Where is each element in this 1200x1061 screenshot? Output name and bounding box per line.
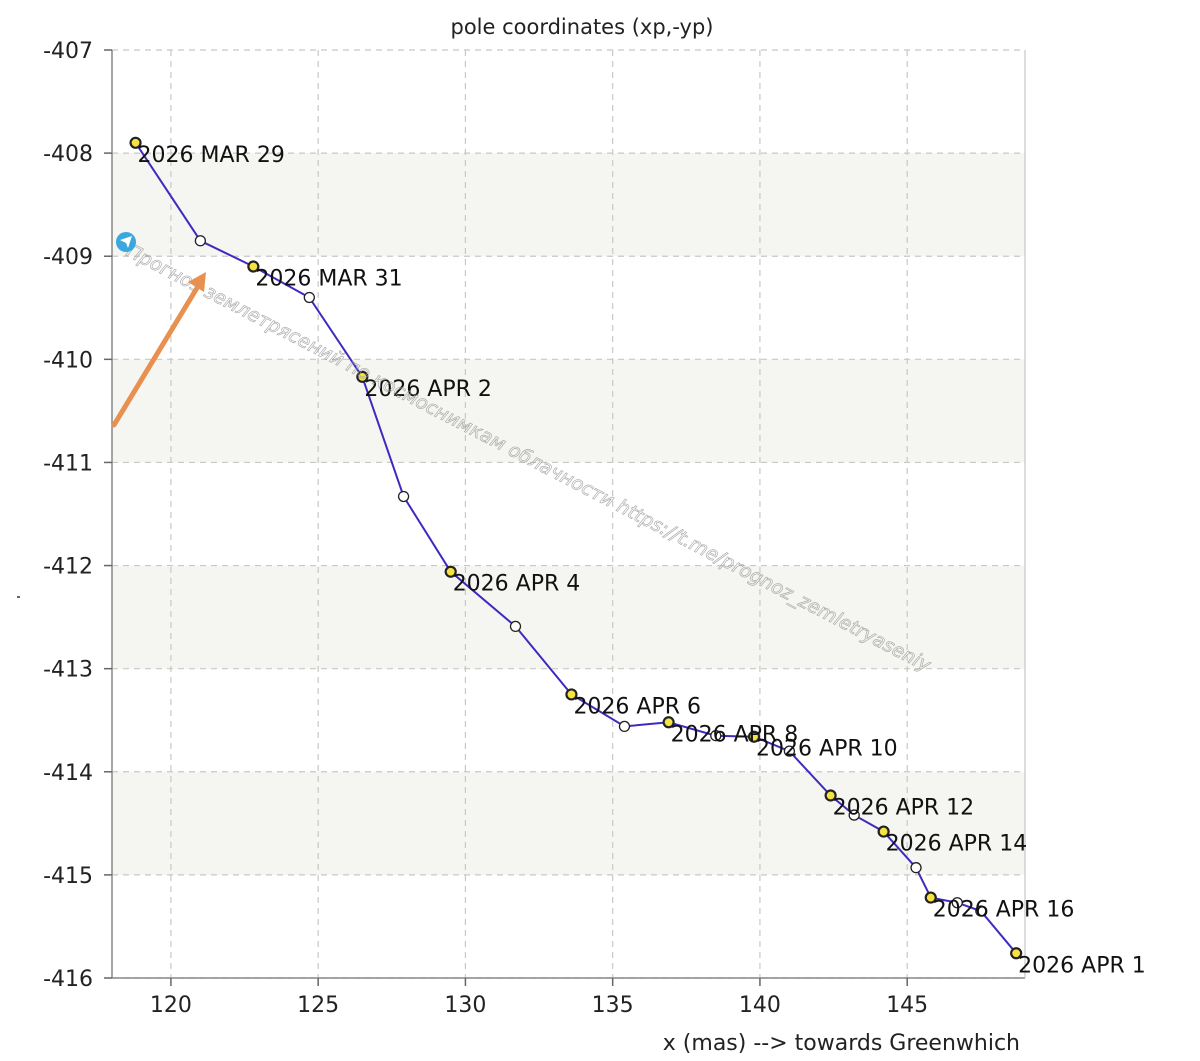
badge-glyph [120,236,132,248]
y-tick-label: -411 [43,451,93,476]
background-band [112,359,1025,463]
x-tick-label: 120 [150,993,192,1018]
data-point [710,730,722,742]
point-labels: 2026 MAR 29 2026 MAR 31 2026 APR 2 2026 APR… [138,143,1146,978]
data-point-labeled [924,891,937,904]
data-point-label: 2026 APR 2 [364,377,492,402]
data-point [848,809,860,821]
data-point [397,490,410,503]
data-point-label: 2026 APR 16 [933,898,1075,923]
data-point [618,720,631,733]
data-point-label: 2026 APR 8 [671,722,799,747]
data-point-labeled [247,260,260,273]
data-point-label: 2026 MAR 29 [138,143,285,168]
data-point-label: 2026 APR 12 [833,795,975,820]
watermark-badge-icon [116,232,136,252]
background-band [112,565,1025,669]
x-tick-label: 130 [444,993,486,1018]
x-tick-label: 145 [886,993,928,1018]
arrow-head [188,272,206,292]
axes [17,50,1026,979]
data-point [975,905,987,917]
y-tick-label: -416 [43,967,93,992]
chart-title: pole coordinates (xp,-yp) [450,15,713,39]
data-point-label: 2026 APR 4 [453,572,581,597]
series-track [129,136,1023,960]
series-line [134,142,1017,954]
data-point-label: 2026 APR 14 [886,832,1028,857]
background-bands [112,153,1025,875]
x-tick-label: 140 [739,993,781,1018]
data-point-label: 2026 APR 10 [756,737,898,762]
data-point-labeled [1010,947,1023,960]
data-point-labeled [565,688,578,701]
y-tick-label: -407 [43,39,93,64]
data-point-label: 2026 APR 1 [1018,953,1146,978]
y-tick-label: -415 [43,864,93,889]
y-tick-label: -408 [43,142,93,167]
y-tick-label: -410 [43,348,93,373]
data-point-labeled [662,716,675,729]
data-point [910,862,922,874]
y-tick-label: -413 [43,658,93,683]
x-axis-label: x (mas) --> towards Greenwhich [663,1031,1020,1056]
data-point [303,291,315,304]
x-tick-label: 125 [297,993,339,1018]
x-tick-label: 135 [592,993,634,1018]
background-band [112,771,1025,875]
grid-lines [112,49,1025,979]
data-point [194,235,207,247]
data-point-labeled [356,370,369,383]
y-tick-label: -409 [43,245,93,270]
y-tick-label: -412 [43,555,93,580]
data-point-label: 2026 MAR 31 [255,267,402,292]
data-point [783,745,796,757]
left-edge-mark [17,596,20,598]
tick-labels: -407 -408 -409 -410 -411 -412 -413 -414 -415 -416… [43,39,928,1018]
arrow-shaft [111,280,203,428]
annotation-arrow [111,272,206,428]
data-point-labeled [129,136,142,149]
data-point [951,897,963,909]
data-point-label: 2026 APR 6 [573,694,701,719]
data-point [509,620,522,633]
y-tick-label: -414 [43,761,93,786]
data-point-labeled [877,825,890,838]
data-point-labeled [747,730,761,743]
data-point-labeled [824,789,837,802]
data-point-labeled [444,565,457,578]
background-band [112,153,1025,257]
